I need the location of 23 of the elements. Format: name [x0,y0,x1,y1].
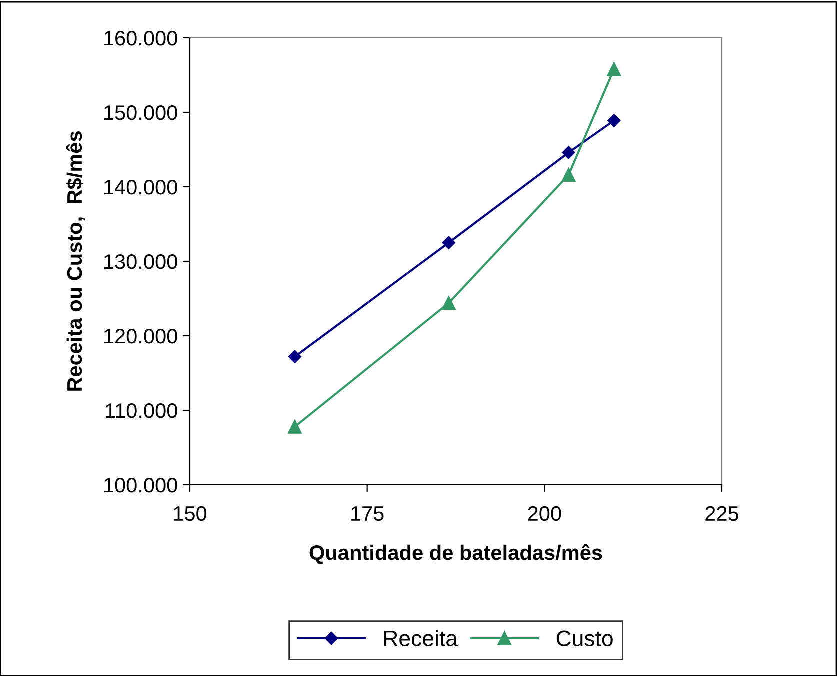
legend-label: Custo [556,630,613,646]
y-tick-label: 110.000 [106,404,178,418]
point [562,146,576,160]
x-tick-label: 150 [174,506,207,522]
x-axis-title: Quantidade de bateladas/mês [310,544,602,564]
y-tick-label: 120.000 [104,329,178,344]
point [288,350,302,364]
x-tick-label: 175 [352,506,384,522]
y-tick-label: 140.000 [104,180,178,195]
y-tick-label: 130.000 [104,254,178,270]
x-tick-label: 200 [528,506,562,522]
point [442,236,456,250]
y-tick-label: 160.000 [104,31,178,46]
y-axis-title: Receita ou Custo, R$/mês [66,132,86,391]
y-tick-label: 150.000 [104,106,178,120]
x-tick-label: 225 [706,506,739,522]
point [608,114,621,128]
point [442,296,456,310]
point [288,420,302,434]
point [562,168,576,182]
y-tick-label: 100.000 [104,478,178,493]
legend-label: Receita [384,630,458,646]
point [607,62,622,76]
